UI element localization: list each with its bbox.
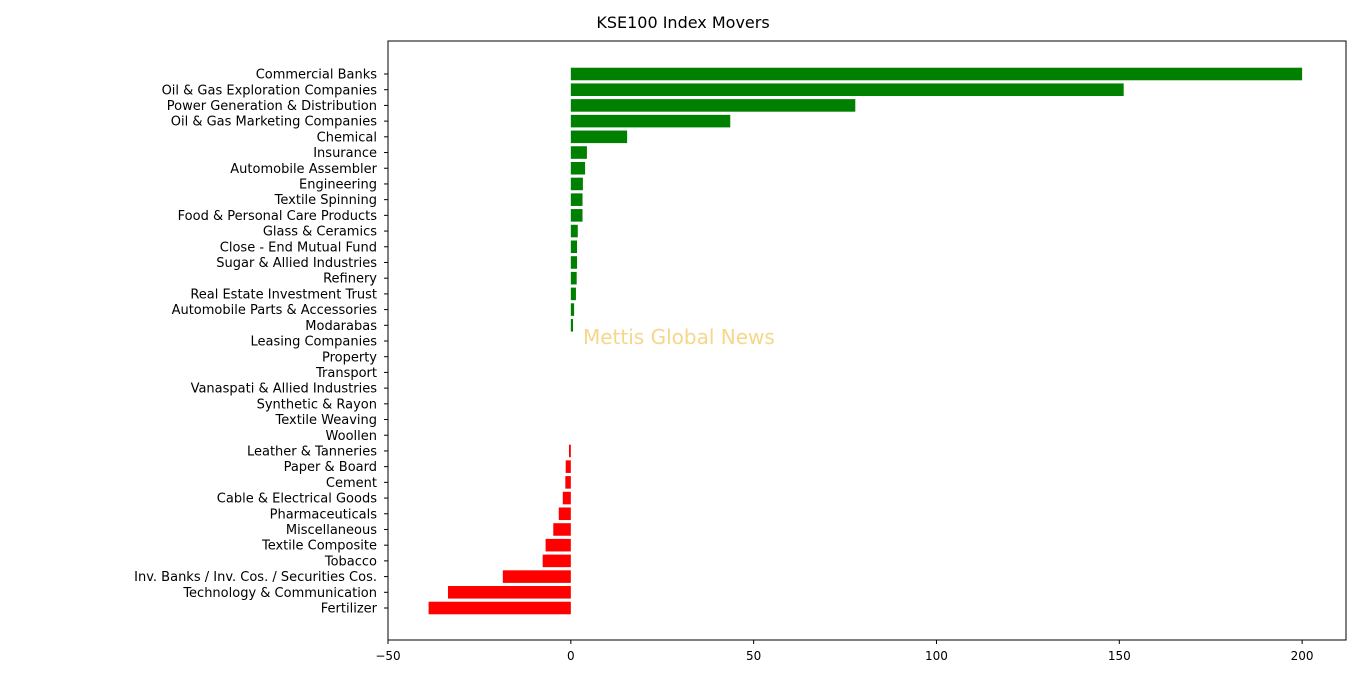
category-label: Cement — [326, 476, 377, 491]
category-label: Power Generation & Distribution — [167, 99, 377, 114]
category-label: Real Estate Investment Trust — [190, 287, 377, 302]
bar — [502, 570, 571, 583]
bar — [570, 130, 628, 144]
category-label: Oil & Gas Marketing Companies — [171, 115, 377, 130]
category-label: Woollen — [326, 429, 377, 444]
chart-title: KSE100 Index Movers — [596, 13, 769, 32]
category-label: Miscellaneous — [286, 523, 377, 538]
category-label: Paper & Board — [284, 460, 377, 475]
category-label: Sugar & Allied Industries — [216, 256, 377, 271]
category-label: Pharmaceuticals — [270, 507, 378, 522]
category-label: Textile Weaving — [275, 413, 378, 428]
bar — [570, 240, 578, 254]
category-label: Insurance — [313, 146, 377, 161]
category-label: Technology & Communication — [182, 586, 377, 601]
bar — [570, 287, 576, 301]
bar — [565, 460, 571, 473]
bar — [558, 507, 571, 521]
bar — [570, 193, 583, 206]
category-label: Food & Personal Care Products — [178, 209, 378, 224]
category-label: Vanaspati & Allied Industries — [191, 382, 378, 397]
bar — [562, 491, 571, 505]
category-label: Close - End Mutual Fund — [220, 240, 377, 255]
category-label: Textile Spinning — [274, 193, 377, 208]
category-label: Automobile Assembler — [230, 162, 377, 177]
bar — [570, 146, 587, 159]
bar — [568, 444, 571, 458]
plot-frame — [387, 40, 1347, 641]
category-label: Leather & Tanneries — [247, 444, 377, 459]
category-label: Engineering — [299, 177, 377, 192]
bar — [570, 224, 578, 238]
category-label: Cable & Electrical Goods — [217, 492, 377, 507]
bar — [428, 601, 571, 615]
category-label: Tobacco — [324, 554, 377, 569]
bar — [545, 538, 571, 552]
bar — [553, 523, 571, 536]
category-label: Modarabas — [305, 319, 377, 334]
x-tick-label: 200 — [1291, 649, 1314, 663]
category-label: Transport — [315, 366, 377, 381]
bars-layer — [428, 67, 1303, 615]
category-label: Fertilizer — [321, 602, 378, 617]
category-label: Chemical — [317, 130, 377, 145]
bar — [570, 114, 731, 128]
bar — [570, 99, 856, 112]
x-tick-label: −50 — [375, 649, 400, 663]
bar — [570, 67, 1303, 81]
bar — [570, 209, 583, 222]
bar — [570, 271, 577, 285]
category-label: Oil & Gas Exploration Companies — [162, 83, 378, 98]
bar — [570, 319, 574, 332]
category-label: Inv. Banks / Inv. Cos. / Securities Cos. — [134, 570, 377, 585]
category-label: Automobile Parts & Accessories — [172, 303, 378, 318]
category-label: Textile Composite — [261, 539, 377, 554]
bar — [447, 586, 571, 599]
bar — [570, 303, 575, 316]
bar — [542, 554, 571, 568]
bar — [570, 256, 578, 269]
bar — [570, 161, 586, 175]
bar — [565, 476, 571, 489]
x-tick-label: 150 — [1108, 649, 1131, 663]
category-label: Glass & Ceramics — [263, 225, 377, 240]
category-label: Synthetic & Rayon — [257, 397, 377, 412]
x-tick-label: 100 — [925, 649, 948, 663]
x-axis: −50 0 50 100 150 200 — [375, 640, 1314, 663]
category-label: Property — [322, 350, 377, 365]
category-label: Refinery — [323, 272, 377, 287]
x-tick-label: 0 — [567, 649, 575, 663]
bar — [570, 177, 583, 191]
bar — [570, 83, 1124, 96]
category-label: Commercial Banks — [256, 68, 378, 83]
watermark-text: Mettis Global News — [583, 325, 775, 349]
x-tick-label: 50 — [746, 649, 761, 663]
category-label: Leasing Companies — [250, 335, 377, 350]
